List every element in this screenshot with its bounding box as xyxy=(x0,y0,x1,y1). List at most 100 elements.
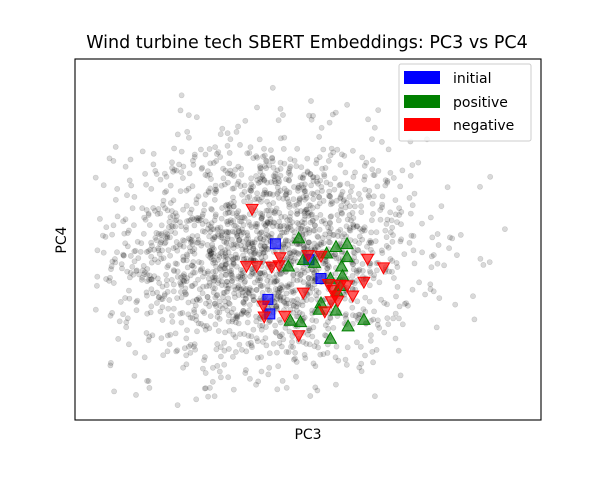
background-point xyxy=(206,298,212,305)
background-point xyxy=(103,276,109,282)
background-point xyxy=(236,237,243,243)
background-point xyxy=(183,218,190,225)
background-point xyxy=(139,205,146,212)
background-point xyxy=(183,187,190,194)
background-point xyxy=(357,196,363,203)
background-point xyxy=(367,246,374,253)
background-point xyxy=(401,251,408,257)
background-point xyxy=(295,184,302,191)
background-point xyxy=(230,203,237,210)
background-point xyxy=(334,146,341,153)
background-point xyxy=(181,271,187,278)
background-point xyxy=(429,234,436,241)
background-point xyxy=(270,340,277,347)
background-point xyxy=(339,210,345,217)
background-point xyxy=(183,226,189,233)
background-point xyxy=(237,183,244,190)
background-point xyxy=(338,233,345,240)
background-point xyxy=(177,310,184,317)
background-point xyxy=(183,352,190,359)
background-point xyxy=(226,203,233,209)
background-point xyxy=(177,219,183,226)
background-point xyxy=(161,189,168,196)
legend: initial positive negative xyxy=(398,63,532,142)
background-point xyxy=(367,237,374,244)
background-point xyxy=(223,288,230,295)
background-point xyxy=(228,309,235,316)
background-point xyxy=(218,278,225,285)
background-point xyxy=(148,242,155,249)
background-point xyxy=(148,239,154,246)
background-point xyxy=(174,273,181,280)
background-point xyxy=(130,271,137,278)
background-point xyxy=(310,112,316,119)
background-point xyxy=(219,229,225,236)
background-point xyxy=(191,246,198,252)
background-point xyxy=(331,186,338,193)
background-point xyxy=(245,219,252,225)
positive-point xyxy=(291,231,306,244)
background-point xyxy=(324,265,331,272)
background-point xyxy=(178,319,185,326)
background-point xyxy=(314,189,321,196)
background-point xyxy=(109,231,115,238)
background-point xyxy=(250,270,257,277)
background-point xyxy=(269,154,275,161)
background-point xyxy=(223,272,230,278)
background-point xyxy=(229,185,236,192)
background-point xyxy=(284,254,291,261)
background-point xyxy=(132,349,139,356)
background-point xyxy=(230,241,237,248)
background-point xyxy=(326,193,333,200)
background-point xyxy=(286,201,293,208)
background-point xyxy=(238,286,245,293)
background-point xyxy=(225,318,232,325)
background-point xyxy=(150,150,157,157)
background-point xyxy=(301,181,308,188)
background-point xyxy=(342,312,349,319)
positive-point xyxy=(357,312,371,325)
background-point xyxy=(256,270,263,277)
background-point xyxy=(254,338,261,345)
background-point xyxy=(266,190,273,197)
background-point xyxy=(285,177,292,183)
background-point xyxy=(274,190,281,197)
background-point xyxy=(219,248,226,255)
background-point xyxy=(295,271,301,277)
background-point xyxy=(322,165,329,171)
background-point xyxy=(250,297,257,304)
background-point xyxy=(394,283,401,290)
background-point xyxy=(264,277,271,284)
background-point xyxy=(217,244,224,251)
background-point xyxy=(158,232,164,239)
background-point xyxy=(361,162,368,169)
negative-point xyxy=(345,290,360,303)
background-point xyxy=(224,179,231,186)
background-point xyxy=(296,195,303,202)
background-point xyxy=(135,255,142,261)
background-point xyxy=(255,378,262,385)
background-point xyxy=(233,212,240,219)
background-point xyxy=(264,219,271,226)
background-point xyxy=(428,253,435,260)
background-point xyxy=(229,256,236,263)
background-point xyxy=(343,361,350,368)
background-point xyxy=(441,262,447,269)
background-point xyxy=(370,275,377,282)
background-point xyxy=(233,230,240,237)
background-point xyxy=(362,294,369,301)
background-point xyxy=(335,217,342,224)
background-point xyxy=(155,245,162,252)
background-point xyxy=(250,293,257,300)
background-point xyxy=(293,303,300,310)
background-point xyxy=(287,223,294,230)
background-point xyxy=(286,328,293,335)
initial-point xyxy=(315,273,327,284)
background-point xyxy=(245,332,252,339)
background-point xyxy=(227,136,234,143)
background-point xyxy=(215,252,222,259)
background-point xyxy=(128,182,135,189)
background-point xyxy=(248,287,255,294)
background-point xyxy=(309,267,316,273)
background-point xyxy=(206,247,213,254)
